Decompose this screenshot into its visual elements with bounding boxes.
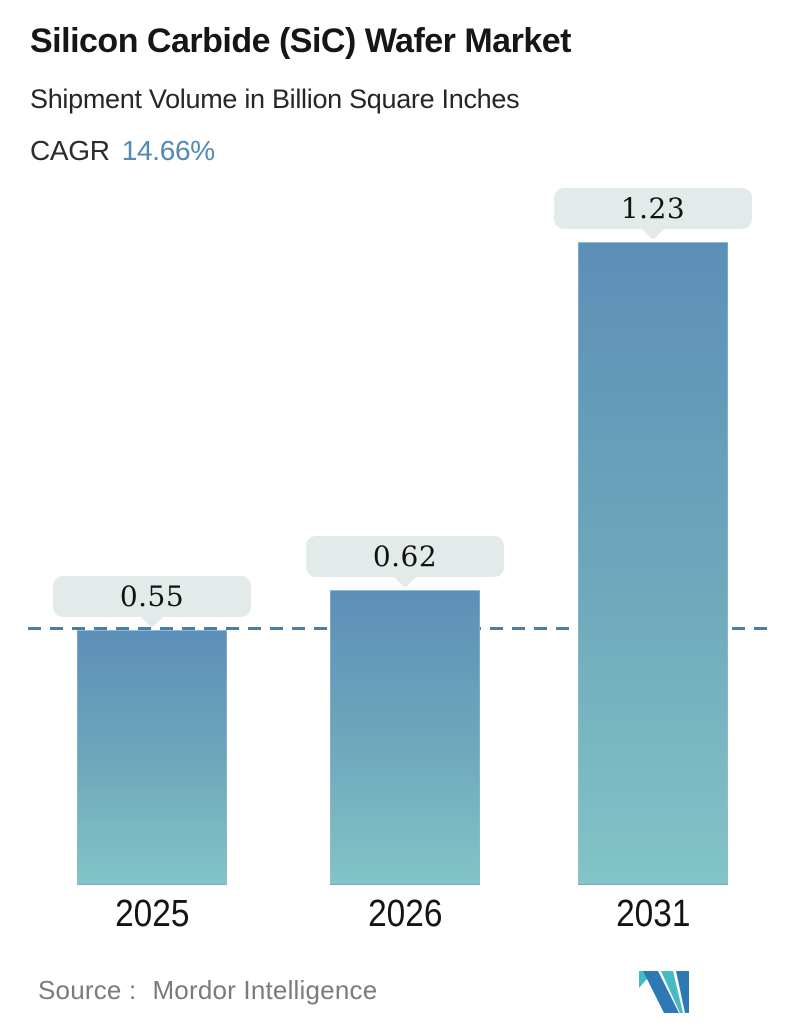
chart-bar-2031 — [578, 241, 728, 885]
x-tick-label: 2025 — [77, 893, 227, 936]
data-label: 0.62 — [372, 539, 438, 573]
cagr-label: CAGR — [30, 135, 110, 166]
cagr-value: 14.66% — [121, 135, 215, 166]
source-value: Mordor Intelligence — [152, 975, 378, 1005]
cagr-row: CAGR 14.66% — [30, 135, 215, 167]
chart-bar-2026 — [330, 589, 480, 885]
chart-subtitle: Shipment Volume in Billion Square Inches — [30, 84, 520, 114]
logo-blue-diagonal — [643, 971, 679, 1013]
chart-bar-2025 — [77, 629, 227, 885]
data-label: 1.23 — [620, 191, 686, 225]
x-tick-label: 2031 — [578, 893, 728, 936]
data-label-bubble: 0.62 — [306, 535, 504, 589]
logo-teal-middle — [661, 971, 683, 1013]
mordor-intelligence-logo — [639, 971, 689, 1013]
source-attribution: Source : Mordor Intelligence — [38, 975, 377, 1006]
source-label: Source : — [38, 975, 137, 1005]
data-label-bubble: 0.55 — [53, 575, 251, 629]
x-tick-text: 2031 — [615, 893, 691, 935]
page-title: Silicon Carbide (SiC) Wafer Market — [30, 22, 571, 60]
data-label: 0.55 — [119, 579, 185, 613]
x-tick-text: 2025 — [114, 893, 190, 935]
x-tick-text: 2026 — [367, 893, 443, 935]
data-label-bubble: 1.23 — [554, 187, 752, 240]
x-tick-label: 2026 — [330, 893, 480, 936]
logo-blue-right-bar — [676, 971, 689, 1013]
